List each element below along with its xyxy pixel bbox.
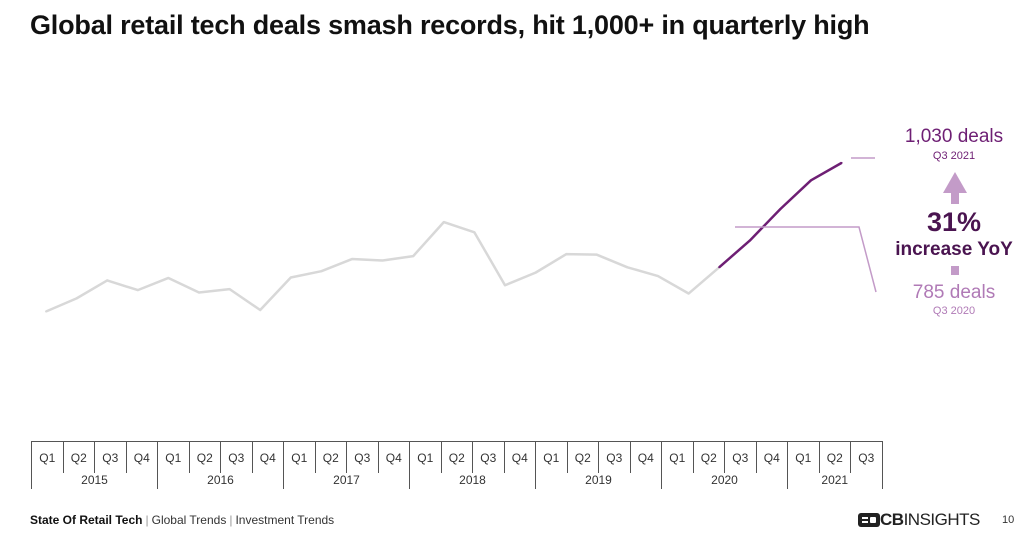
series-line-history [45, 220, 721, 313]
page-number: 10 [1002, 514, 1015, 526]
year-row: 2015 2016 2017 2018 2019 2020 2021 [31, 473, 883, 489]
annotation-lines [735, 157, 967, 293]
quarter-tick-label: Q2 [188, 441, 221, 473]
data-point [167, 276, 170, 279]
data-point [840, 161, 843, 164]
prior-deals-label: 785 deals [912, 282, 996, 303]
quarter-tick-label: Q1 [157, 441, 189, 473]
quarter-tick-label: Q4 [503, 441, 536, 473]
quarter-tick-label: Q2 [440, 441, 473, 473]
footer-separator: | [145, 513, 149, 527]
footer-report-title: State Of Retail Tech [30, 513, 143, 527]
quarter-tick-label: Q3 [598, 441, 630, 473]
quarter-tick-label: Q3 [724, 441, 756, 473]
data-point [198, 291, 200, 294]
data-point [626, 266, 629, 269]
cb-insights-logo: CBINSIGHTS [858, 510, 981, 529]
data-point [381, 259, 384, 262]
quarter-tick-label: Q1 [31, 441, 63, 473]
arrow-stem-bottom [951, 266, 959, 275]
data-point [136, 289, 139, 292]
data-point [810, 179, 812, 182]
cb-logo-icon [858, 513, 880, 527]
quarter-tick-label: Q3 [346, 441, 378, 473]
logo-insights: INSIGHTS [903, 510, 981, 529]
year-tick-label: 2020 [661, 473, 788, 489]
year-tick-label: 2019 [535, 473, 662, 489]
quarter-tick-label: Q1 [409, 441, 441, 473]
quarter-tick-label: Q1 [661, 441, 693, 473]
data-point [75, 297, 78, 300]
leader-bottom [735, 226, 877, 293]
data-point [320, 270, 323, 273]
data-point [504, 284, 506, 287]
logo-cb: CB [880, 510, 904, 529]
year-tick-label: 2018 [409, 473, 536, 489]
quarter-tick-label: Q1 [787, 441, 819, 473]
prior-period-label: Q3 2020 [932, 305, 976, 317]
quarter-tick-label: Q4 [377, 441, 410, 473]
year-tick-label: 2016 [157, 473, 284, 489]
data-point [687, 292, 690, 295]
data-point [412, 255, 415, 258]
data-point [657, 275, 659, 278]
quarter-tick-label: Q1 [535, 441, 567, 473]
data-point [289, 276, 292, 279]
data-point [473, 231, 476, 234]
footer-separator: | [229, 513, 233, 527]
quarter-tick-label: Q4 [629, 441, 662, 473]
quarter-tick-label: Q3 [472, 441, 504, 473]
data-point [595, 253, 598, 256]
quarter-tick-label: Q2 [818, 441, 851, 473]
x-axis-table: Q1 Q2 Q3 Q4 Q1 Q2 Q3 Q4 Q1 Q2 Q3 Q4 Q1 Q2 Q3 Q4 Q1 Q2 Q3 Q4… [31, 441, 883, 489]
footer: State Of Retail Tech | Global Trends | Inves… [30, 513, 334, 527]
data-point [228, 288, 231, 291]
year-tick-label: 2021 [787, 473, 883, 489]
quarter-tick-label: Q3 [220, 441, 252, 473]
quarter-tick-label: Q2 [692, 441, 725, 473]
data-point [534, 271, 537, 274]
year-tick-label: 2017 [283, 473, 410, 489]
quarter-tick-label: Q1 [283, 441, 315, 473]
data-point [259, 309, 262, 312]
quarter-tick-label: Q2 [62, 441, 95, 473]
data-point [779, 208, 782, 210]
quarter-tick-label: Q2 [314, 441, 347, 473]
current-deals-label: 1,030 deals [904, 126, 1004, 147]
footer-section-investment: Investment Trends [235, 513, 335, 527]
quarter-tick-label: Q3 [850, 441, 883, 473]
yoy-change-label: increase YoY [895, 239, 1013, 260]
year-tick-label: 2015 [31, 473, 158, 489]
data-point [45, 310, 47, 313]
yoy-change-percent: 31% [926, 207, 982, 237]
data-point [106, 279, 109, 282]
quarter-tick-label: Q3 [94, 441, 126, 473]
page-title: Global retail tech deals smash records, … [30, 10, 870, 40]
data-point [748, 239, 751, 242]
plot-area [45, 161, 843, 313]
line-chart [45, 157, 967, 313]
quarter-tick-label: Q4 [251, 441, 284, 473]
current-period-label: Q3 2021 [932, 150, 976, 162]
quarter-tick-label: Q4 [755, 441, 788, 473]
arrow-stem-top [951, 193, 959, 204]
series-line-highlight [718, 161, 843, 269]
data-point [442, 221, 445, 224]
data-point [351, 258, 353, 261]
data-point [718, 266, 721, 269]
quarter-row: Q1 Q2 Q3 Q4 Q1 Q2 Q3 Q4 Q1 Q2 Q3 Q4 Q1 Q2 Q3 Q4 Q1 Q2 Q3 Q4… [31, 441, 883, 473]
quarter-tick-label: Q2 [566, 441, 599, 473]
data-point [565, 253, 568, 256]
quarter-tick-label: Q4 [125, 441, 158, 473]
up-arrow-icon [943, 172, 967, 193]
footer-section-global: Global Trends [151, 513, 227, 527]
